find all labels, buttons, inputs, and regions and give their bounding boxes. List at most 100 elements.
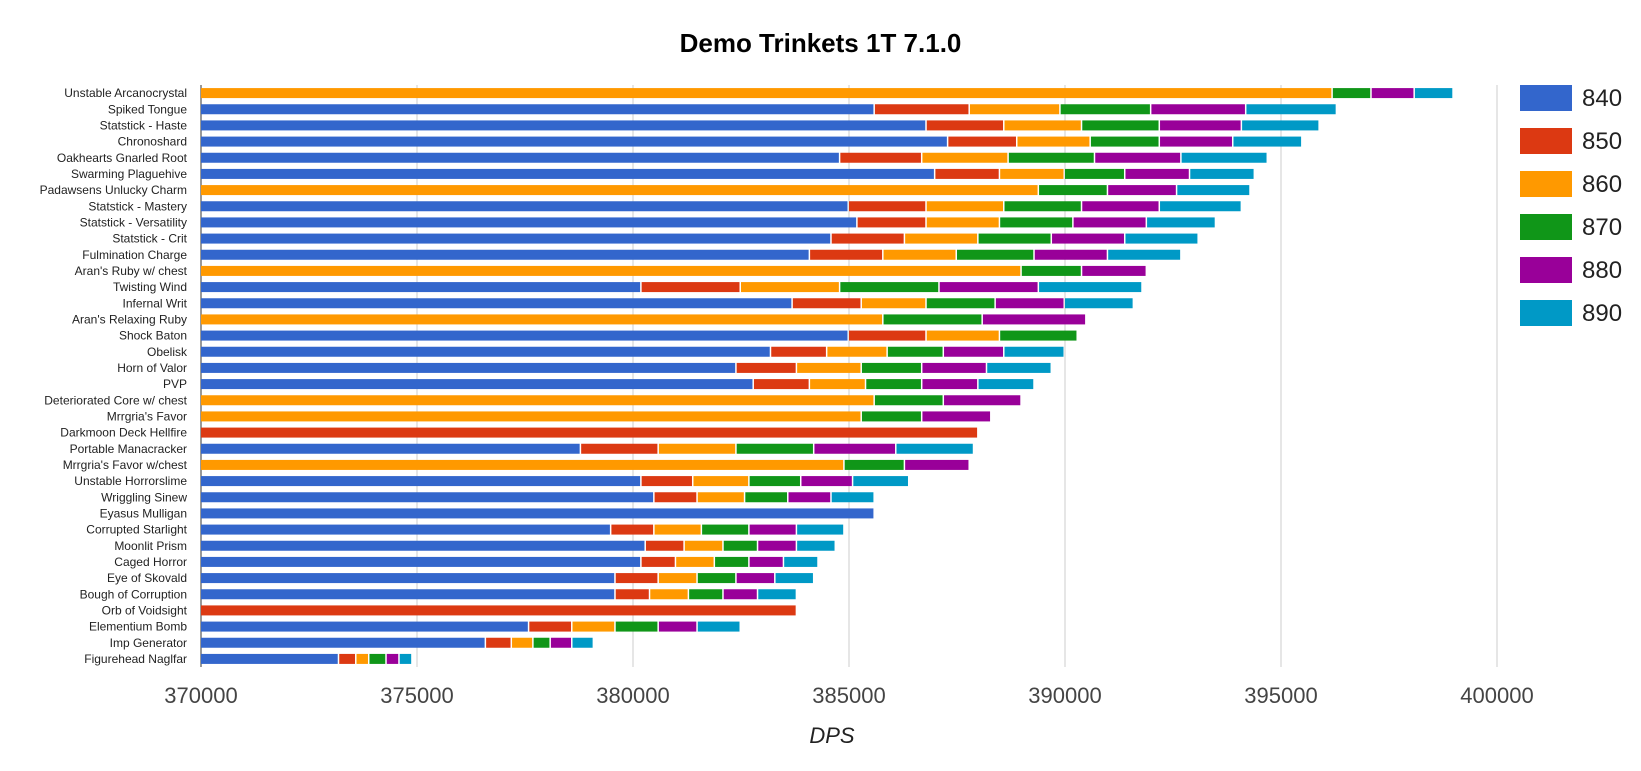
bar-880 [736, 573, 775, 584]
bar-880 [939, 282, 1038, 293]
bar-840 [201, 233, 831, 244]
bar-870 [1000, 217, 1073, 228]
bar-840 [201, 152, 839, 163]
bar-880 [658, 621, 697, 632]
bar-890 [1147, 217, 1215, 228]
bar-850 [935, 168, 999, 179]
legend-swatch-840 [1520, 85, 1572, 111]
bar-880 [1034, 249, 1107, 260]
bar-890 [1160, 201, 1241, 212]
bar-870 [926, 298, 995, 309]
bar-850 [849, 201, 926, 212]
bar-890 [831, 492, 874, 503]
legend-swatch-880 [1520, 257, 1572, 283]
bar-870 [957, 249, 1034, 260]
category-label: PVP [163, 377, 187, 391]
bar-860 [922, 152, 1008, 163]
bar-860 [1004, 120, 1081, 131]
bar-840 [201, 556, 641, 567]
legend-label: 880 [1582, 257, 1622, 284]
bar-840 [201, 637, 485, 648]
bar-870 [749, 476, 800, 487]
bar-880 [922, 379, 978, 390]
bar-860 [827, 346, 887, 357]
category-label: Wriggling Sinew [101, 490, 187, 504]
bar-880 [982, 314, 1086, 325]
bar-870 [697, 573, 736, 584]
bar-880 [995, 298, 1064, 309]
bar-840 [201, 104, 874, 115]
bar-860 [797, 362, 861, 373]
bar-860 [693, 476, 749, 487]
category-label: Infernal Writ [123, 296, 188, 310]
bar-860 [356, 653, 368, 664]
grid-lines [200, 85, 1498, 667]
bar-860 [697, 492, 744, 503]
bar-850 [792, 298, 861, 309]
bar-870 [745, 492, 788, 503]
category-label: Bough of Corruption [80, 587, 187, 601]
bar-880 [788, 492, 831, 503]
bar-840 [201, 492, 654, 503]
bar-860 [512, 637, 533, 648]
bar-840 [201, 330, 848, 341]
bar-890 [987, 362, 1051, 373]
bar-890 [896, 443, 973, 454]
legend-swatch-890 [1520, 300, 1572, 326]
legend-label: 840 [1582, 85, 1622, 112]
bar-840 [201, 443, 580, 454]
bar-850 [529, 621, 572, 632]
category-label: Aran's Ruby w/ chest [75, 264, 188, 278]
bar-870 [689, 589, 723, 600]
chart-title: Demo Trinkets 1T 7.1.0 [679, 28, 962, 58]
bar-860 [1017, 136, 1090, 147]
bar-850 [339, 653, 356, 664]
bar-860 [658, 443, 736, 454]
bar-850 [753, 379, 809, 390]
legend-label: 870 [1582, 214, 1622, 241]
bar-840 [201, 476, 641, 487]
bar-860 [676, 556, 714, 567]
bar-880 [905, 459, 969, 470]
bar-870 [1090, 136, 1159, 147]
bar-840 [201, 573, 615, 584]
bar-850 [486, 637, 511, 648]
bar-880 [1125, 168, 1189, 179]
bar-860 [926, 330, 999, 341]
bar-850 [831, 233, 904, 244]
x-axis-ticks: 370000 375000 380000 385000 390000 395000 4000… [164, 683, 1533, 708]
legend: 840 850 860 870 880 890 [1520, 85, 1622, 327]
bar-860 [572, 621, 615, 632]
category-label: Statstick - Mastery [88, 199, 187, 213]
category-label: Portable Manacracker [70, 442, 187, 456]
bar-890 [1039, 282, 1142, 293]
category-label: Chronoshard [118, 135, 187, 149]
bar-870 [887, 346, 943, 357]
bar-870 [883, 314, 982, 325]
category-label: Statstick - Versatility [80, 215, 187, 229]
bar-870 [1004, 201, 1081, 212]
bar-890 [758, 589, 796, 600]
bar-870 [978, 233, 1051, 244]
category-label: Eye of Skovald [107, 571, 187, 585]
bar-890 [399, 653, 412, 664]
bar-850 [581, 443, 658, 454]
bar-860 [810, 379, 865, 390]
bar-870 [1021, 265, 1081, 276]
bar-870 [1008, 152, 1094, 163]
bar-880 [1082, 265, 1146, 276]
bar-850 [849, 330, 926, 341]
bar-840 [201, 298, 792, 309]
bar-860 [883, 249, 956, 260]
legend-label: 890 [1582, 300, 1622, 327]
bar-880 [944, 346, 1004, 357]
category-label: Unstable Horrorslime [74, 474, 187, 488]
bar-870 [866, 379, 921, 390]
bar-870 [1000, 330, 1077, 341]
bar-890 [853, 476, 908, 487]
bar-850 [948, 136, 1016, 147]
category-label: Caged Horror [114, 555, 187, 569]
bar-880 [1073, 217, 1146, 228]
bar-860 [905, 233, 978, 244]
bar-890 [1242, 120, 1319, 131]
